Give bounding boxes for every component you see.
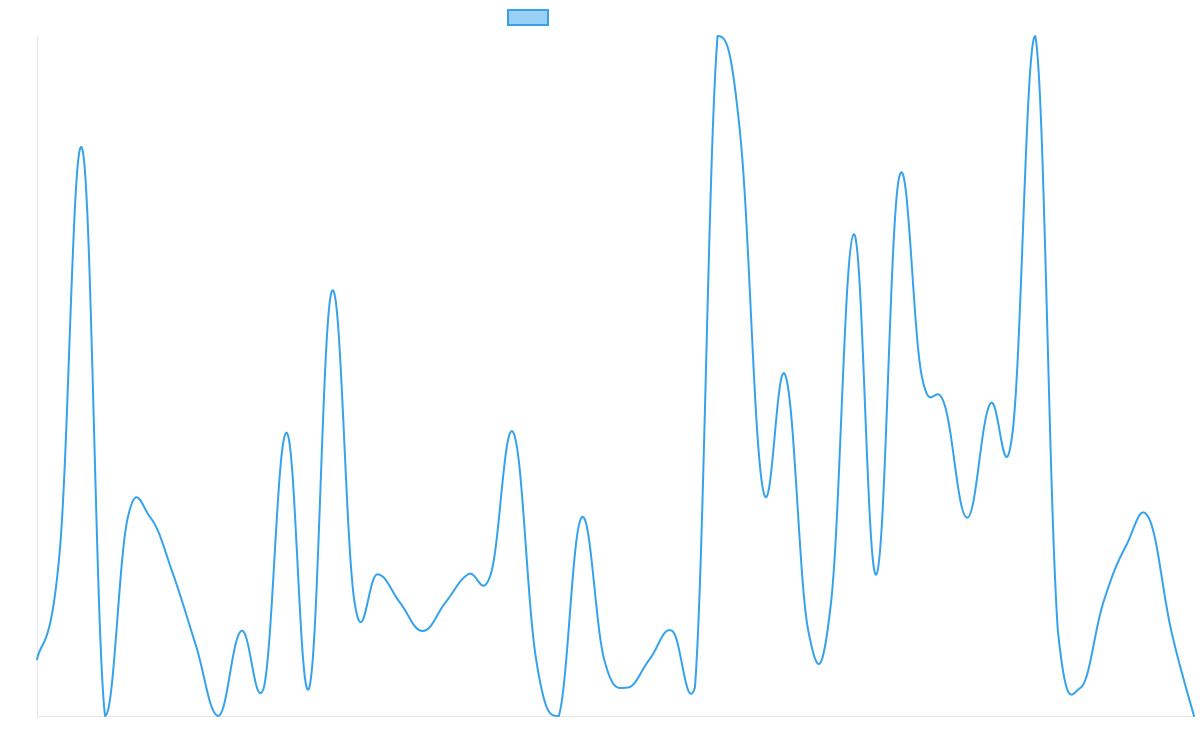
data-point[interactable] [624,685,630,691]
data-point[interactable] [737,132,743,138]
data-point[interactable] [964,515,970,521]
data-point[interactable] [374,571,380,577]
series-group [34,33,1197,719]
data-point[interactable] [851,231,857,237]
data-point[interactable] [488,571,494,577]
data-point[interactable] [987,401,993,407]
data-point[interactable] [352,600,358,606]
data-point[interactable] [601,656,607,662]
data-point[interactable] [215,713,221,719]
legend-swatch[interactable] [507,9,549,26]
data-point[interactable] [1078,685,1084,691]
data-point[interactable] [306,685,312,691]
data-point[interactable] [578,515,584,521]
data-point[interactable] [442,600,448,606]
data-point[interactable] [79,146,85,152]
data-point[interactable] [647,656,653,662]
data-point[interactable] [57,549,63,555]
data-point[interactable] [1100,600,1106,606]
data-point[interactable] [828,600,834,606]
data-point[interactable] [465,571,471,577]
data-point[interactable] [1168,628,1174,634]
axes [37,36,1194,717]
data-point[interactable] [102,713,108,719]
data-point[interactable] [1032,33,1038,39]
legend[interactable] [507,9,549,26]
data-point[interactable] [420,628,426,634]
data-point[interactable] [556,713,562,719]
data-point[interactable] [193,642,199,648]
data-point[interactable] [760,486,766,492]
data-point[interactable] [1055,628,1061,634]
data-point[interactable] [261,685,267,691]
data-point[interactable] [1123,543,1129,549]
data-point[interactable] [1010,430,1016,436]
data-point[interactable] [284,430,290,436]
data-point[interactable] [533,656,539,662]
data-point[interactable] [1146,515,1152,521]
data-point[interactable] [692,685,698,691]
data-point[interactable] [1191,713,1197,719]
data-point[interactable] [783,373,789,379]
data-point[interactable] [510,430,516,436]
data-point[interactable] [34,656,40,662]
series-line [36,35,1195,717]
data-point[interactable] [873,571,879,577]
data-point[interactable] [125,515,131,521]
data-point[interactable] [329,288,335,294]
data-point[interactable] [919,373,925,379]
data-point[interactable] [238,628,244,634]
data-point[interactable] [941,401,947,407]
data-point[interactable] [896,175,902,181]
data-point[interactable] [805,628,811,634]
data-point[interactable] [669,628,675,634]
data-point[interactable] [715,33,721,39]
data-point[interactable] [170,571,176,577]
data-point[interactable] [147,515,153,521]
data-point[interactable] [397,600,403,606]
